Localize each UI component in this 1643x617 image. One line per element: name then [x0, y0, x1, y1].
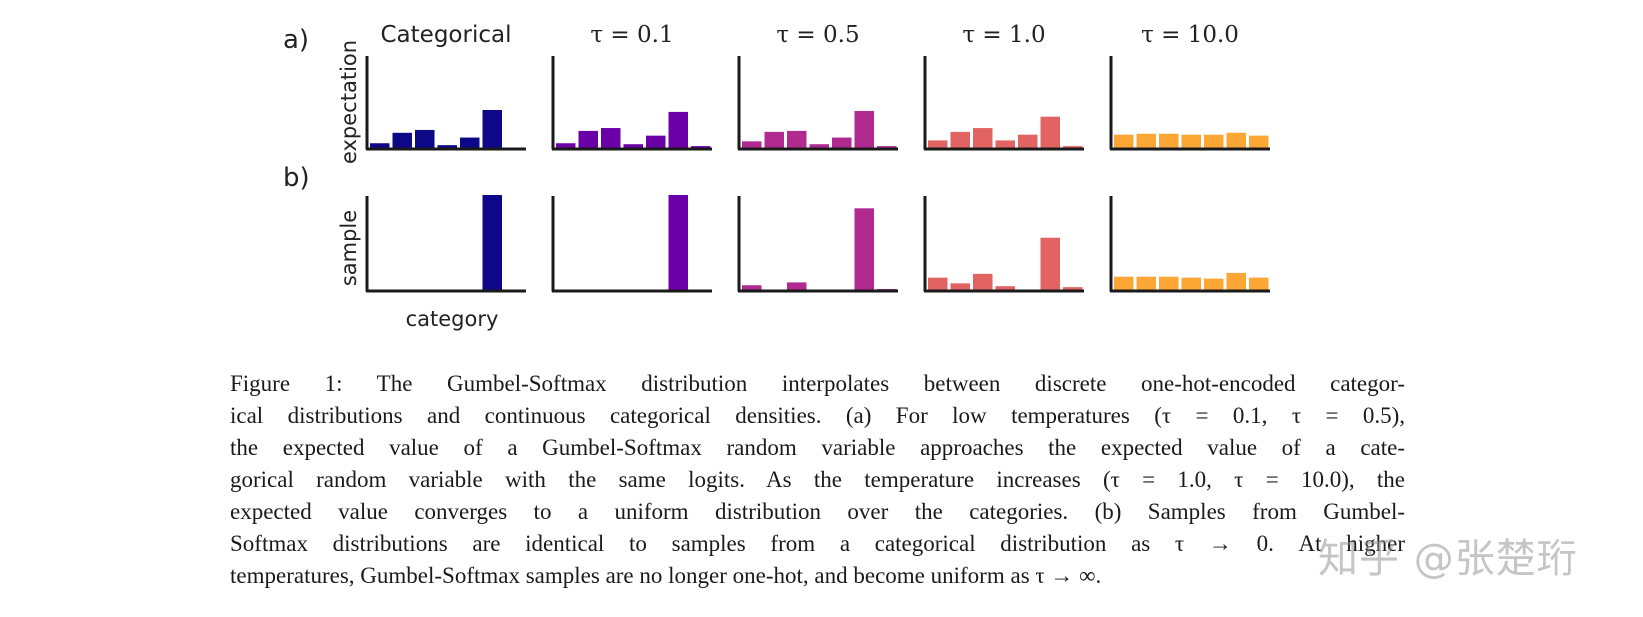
bar — [437, 145, 457, 148]
bar — [973, 273, 993, 290]
bar — [415, 129, 435, 148]
bar — [1249, 277, 1269, 290]
bar — [482, 110, 502, 148]
bar — [601, 128, 621, 148]
caption-line: ical distributions and continuous catego… — [230, 403, 1405, 428]
bar — [1114, 276, 1134, 290]
caption-line: Softmax distributions are identical to s… — [230, 531, 1405, 556]
bar — [370, 143, 390, 148]
row-label-sample: sample — [337, 210, 361, 286]
watermark: 知乎 @张楚珩 — [1318, 536, 1578, 582]
bar — [668, 195, 688, 290]
bar — [1159, 133, 1179, 148]
bar — [995, 140, 1015, 148]
bar — [1063, 146, 1083, 148]
caption-line: expected value converges to a uniform di… — [230, 499, 1405, 524]
bar — [787, 130, 807, 148]
bar — [1040, 116, 1060, 148]
column-title: τ = 0.1 — [590, 22, 673, 48]
bar — [646, 135, 666, 148]
figure-caption: Figure 1: The Gumbel-Softmax distributio… — [230, 368, 1405, 592]
bar — [742, 285, 762, 290]
bar — [787, 282, 807, 290]
bar — [1040, 237, 1060, 290]
bar — [742, 141, 762, 148]
bar — [1181, 134, 1201, 148]
bar — [809, 144, 829, 148]
caption-line: gorical random variable with the same lo… — [230, 467, 1405, 492]
bar — [877, 146, 897, 148]
bar — [1249, 135, 1269, 148]
bar — [578, 130, 598, 148]
bar — [854, 208, 874, 290]
bar — [973, 128, 993, 148]
panel-label-a: a) — [283, 25, 309, 55]
bar — [623, 144, 643, 148]
bar — [556, 143, 576, 148]
bar — [1136, 276, 1156, 290]
bar — [1204, 134, 1224, 148]
bar — [950, 283, 970, 290]
caption-line: Figure 1: The Gumbel-Softmax distributio… — [230, 371, 1405, 396]
bar — [691, 146, 711, 148]
bar — [832, 137, 852, 148]
bar — [1114, 134, 1134, 148]
bar — [1181, 277, 1201, 290]
bar — [1226, 272, 1246, 290]
bar — [995, 286, 1015, 290]
bar — [854, 110, 874, 148]
bar — [764, 131, 784, 148]
bar — [928, 277, 948, 290]
bar — [1136, 133, 1156, 148]
caption-line: the expected value of a Gumbel-Softmax r… — [230, 435, 1405, 460]
bar — [460, 137, 480, 148]
bar — [482, 195, 502, 290]
row-label-expectation: expectation — [337, 40, 361, 164]
x-axis-label: category — [406, 307, 499, 331]
bar — [1204, 278, 1224, 290]
column-title: τ = 10.0 — [1141, 22, 1239, 48]
bar — [1226, 132, 1246, 148]
bar — [1063, 287, 1083, 290]
panel-label-b: b) — [283, 163, 310, 193]
bar — [928, 140, 948, 148]
column-title: Categorical — [381, 22, 512, 48]
column-title: τ = 1.0 — [962, 22, 1045, 48]
bar — [950, 131, 970, 148]
bar — [392, 132, 412, 148]
bar — [668, 111, 688, 148]
bar — [1018, 134, 1038, 148]
caption-line: temperatures, Gumbel-Softmax samples are… — [230, 563, 1102, 588]
bar — [1159, 276, 1179, 290]
bar-grid: Categorical τ = 0.1 τ = 0.5 τ = 1.0 τ = 10.0 — [365, 22, 1270, 293]
column-title: τ = 0.5 — [776, 22, 859, 48]
